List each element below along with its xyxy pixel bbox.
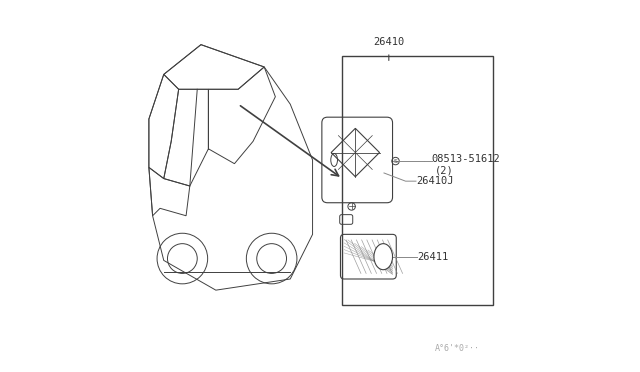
Text: (2): (2) <box>435 165 454 175</box>
Ellipse shape <box>374 244 392 270</box>
Text: 26410: 26410 <box>373 36 404 46</box>
Text: 26410J: 26410J <box>417 176 454 186</box>
Text: 08513-51612: 08513-51612 <box>431 154 500 164</box>
Text: 26411: 26411 <box>417 252 449 262</box>
Text: S: S <box>394 158 397 164</box>
Text: A°6'*0²··: A°6'*0²·· <box>435 344 480 353</box>
